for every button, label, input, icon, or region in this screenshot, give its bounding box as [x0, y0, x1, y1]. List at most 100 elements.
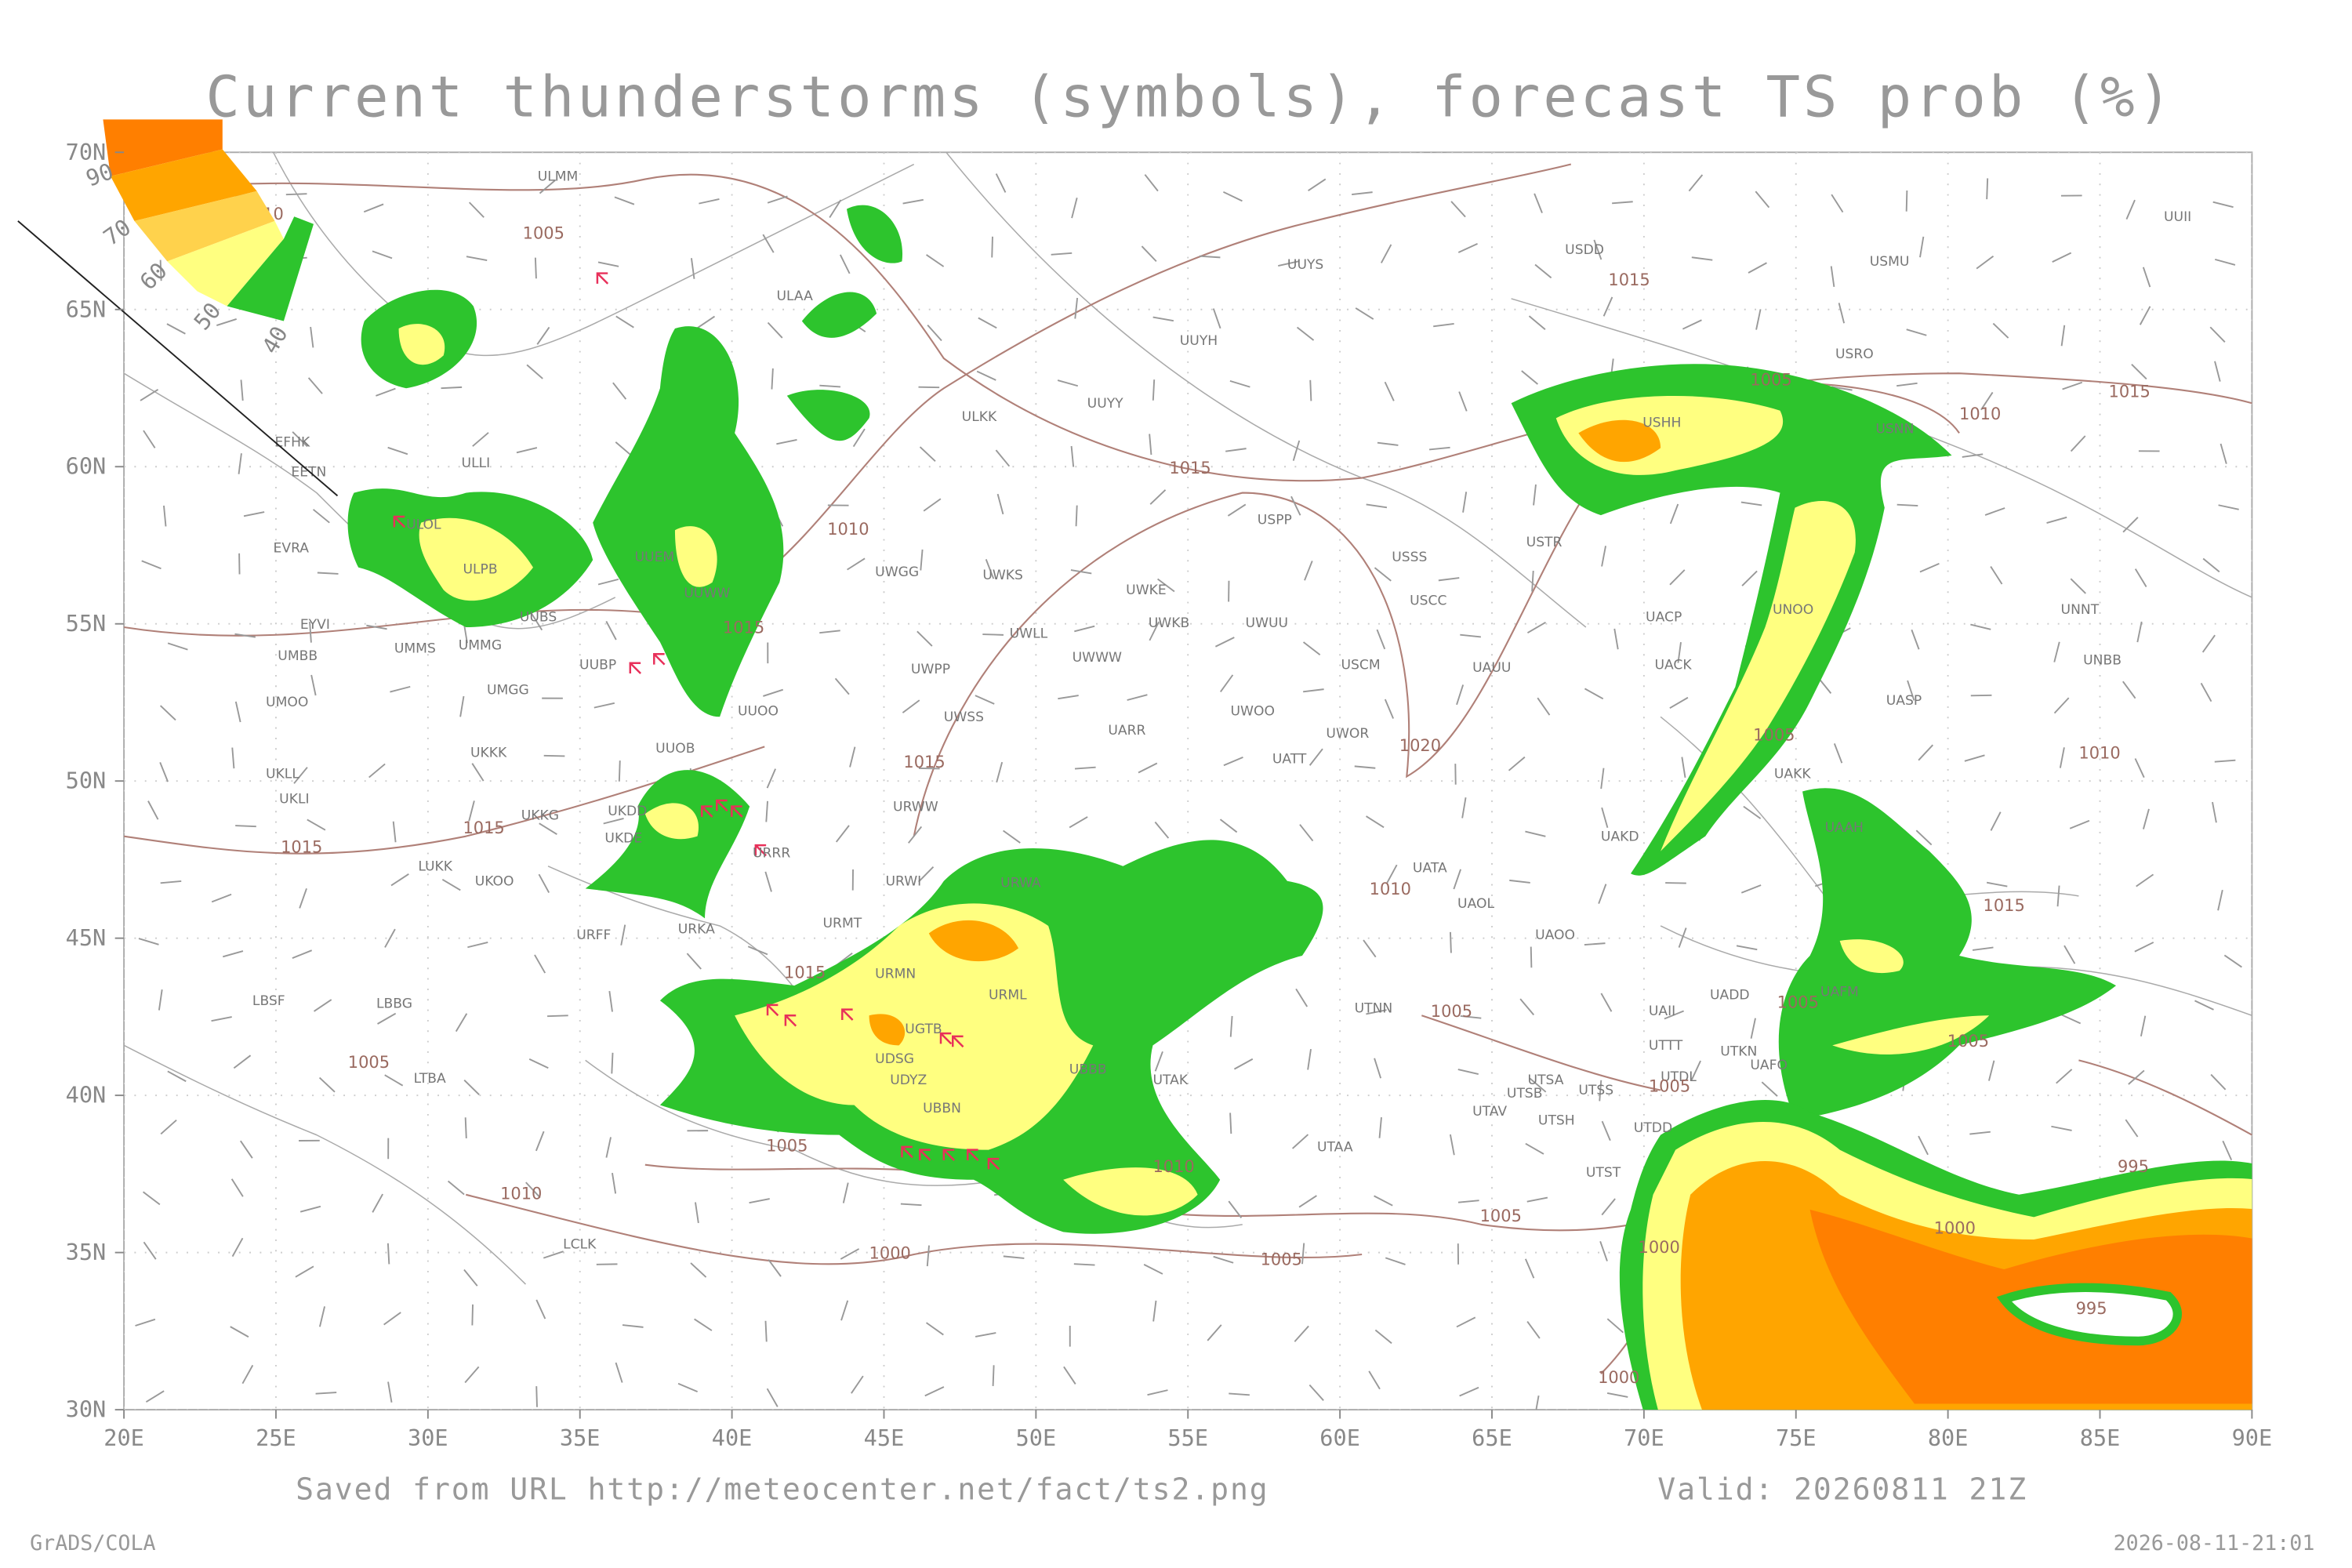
- station-label: UAKK: [1774, 766, 1811, 782]
- wind-barb: [851, 1375, 864, 1394]
- legend-pointer: [17, 220, 339, 497]
- wind-barb: [615, 441, 633, 456]
- wind-barb: [839, 254, 851, 274]
- wind-barb: [620, 924, 626, 946]
- station-label: UUBS: [520, 609, 557, 625]
- wind-barb: [694, 1318, 713, 1331]
- wind-barb: [991, 236, 993, 258]
- wind-barb: [1213, 1255, 1234, 1264]
- wind-barb: [2214, 258, 2236, 266]
- station-label: UWUU: [1246, 615, 1289, 631]
- wind-barb: [363, 203, 384, 213]
- isobar-label: 1015: [1169, 459, 1210, 477]
- station-label: UUYH: [1180, 333, 1218, 349]
- wind-barb: [1070, 569, 1092, 575]
- isobar-label: 1015: [463, 818, 504, 837]
- station-label: UWPP: [911, 662, 950, 677]
- station-label: UKKG: [521, 808, 559, 824]
- wind-barb: [1755, 191, 1770, 209]
- wind-barb: [318, 1076, 336, 1093]
- thunderstorm-symbol: [754, 844, 768, 857]
- wind-barb: [1462, 492, 1468, 513]
- wind-barb: [1385, 1257, 1406, 1265]
- wind-barb: [2131, 364, 2147, 380]
- wind-barb: [1972, 946, 1994, 951]
- wind-barb: [1374, 1329, 1392, 1345]
- wind-barb: [1740, 884, 1762, 894]
- wind-barb: [159, 260, 162, 281]
- thunderstorm-symbol: [942, 1149, 956, 1161]
- wind-barb: [1299, 824, 1314, 842]
- legend: 90 70 60 50 40: [17, 119, 339, 497]
- wind-barb: [231, 1237, 244, 1258]
- station-label: USCM: [1341, 657, 1380, 673]
- station-label: LCLK: [563, 1236, 597, 1252]
- wind-barb: [1599, 1241, 1608, 1261]
- wind-barb: [835, 825, 850, 843]
- wind-barb: [849, 746, 856, 768]
- isobar-label: 1005: [1753, 726, 1795, 745]
- station-label: UACP: [1646, 609, 1682, 625]
- wind-barb: [441, 386, 463, 390]
- wind-barb: [384, 928, 396, 948]
- wind-barb: [243, 511, 265, 517]
- wind-barb: [2201, 634, 2216, 653]
- wind-barb: [852, 428, 866, 448]
- station-label: UUWW: [684, 586, 730, 601]
- wind-barb: [1896, 382, 1918, 387]
- wind-barb: [1453, 869, 1461, 890]
- wind-barb: [2056, 885, 2060, 907]
- wind-barb: [1691, 256, 1713, 261]
- wind-barb: [387, 446, 408, 456]
- station-label: UAOL: [1457, 896, 1494, 912]
- station-label: URMT: [823, 916, 862, 931]
- wind-barb: [372, 1193, 383, 1213]
- wind-barb: [916, 630, 933, 647]
- wind-barb: [1149, 621, 1160, 641]
- wind-barb: [1051, 252, 1073, 256]
- wind-barb: [468, 800, 475, 822]
- lat-tick-label: 30N: [66, 1396, 107, 1423]
- wind-barb: [1461, 797, 1467, 818]
- station-label: UKOO: [475, 874, 514, 890]
- stations: ULMM ULDD UUYS ULAA UUYH UUYY ULKK UUII USDD USMU…: [252, 152, 2191, 1252]
- wind-barb: [1838, 303, 1846, 324]
- wind-barb: [1378, 1117, 1382, 1138]
- wind-barb: [975, 695, 995, 705]
- wind-barb: [1460, 1014, 1482, 1019]
- wind-barb: [466, 256, 488, 261]
- station-label: UTDD: [1634, 1120, 1672, 1136]
- wind-barb: [622, 1324, 644, 1328]
- thunderstorm-symbol: [841, 1008, 854, 1021]
- wind-barb: [924, 1386, 945, 1397]
- station-label: ULOL: [406, 517, 441, 532]
- isobar-label: 1005: [1947, 1032, 1989, 1051]
- wind-barb: [234, 701, 241, 723]
- storm-area: [398, 324, 445, 365]
- station-label: UKDE: [604, 830, 642, 846]
- wind-barb: [699, 198, 720, 205]
- wind-barb: [927, 325, 942, 342]
- wind-barb: [292, 431, 308, 448]
- wind-barb: [2134, 942, 2154, 953]
- station-label: UWWW: [1073, 650, 1122, 666]
- title: Current thunderstorms (symbols), forecas…: [205, 65, 2174, 131]
- station-label: UWOR: [1326, 726, 1369, 742]
- isobar-label: 1015: [723, 619, 764, 637]
- wind-barb: [1138, 762, 1158, 774]
- storm-area: [1511, 364, 1952, 876]
- wind-barb: [1368, 1370, 1381, 1390]
- isobar-label: 1010: [2078, 744, 2120, 763]
- wind-barb: [158, 989, 163, 1011]
- station-label: ULPB: [463, 561, 497, 577]
- wind-barb: [618, 760, 621, 782]
- wind-barb: [309, 621, 312, 643]
- wind-barb: [317, 572, 339, 575]
- wind-barb: [1227, 503, 1247, 517]
- wind-barb: [1377, 441, 1399, 446]
- wind-barb: [1149, 434, 1152, 456]
- wind-barb: [1525, 830, 1546, 837]
- wind-barb: [293, 767, 308, 784]
- isobar-label: 995: [2118, 1157, 2149, 1176]
- wind-barb: [767, 195, 788, 204]
